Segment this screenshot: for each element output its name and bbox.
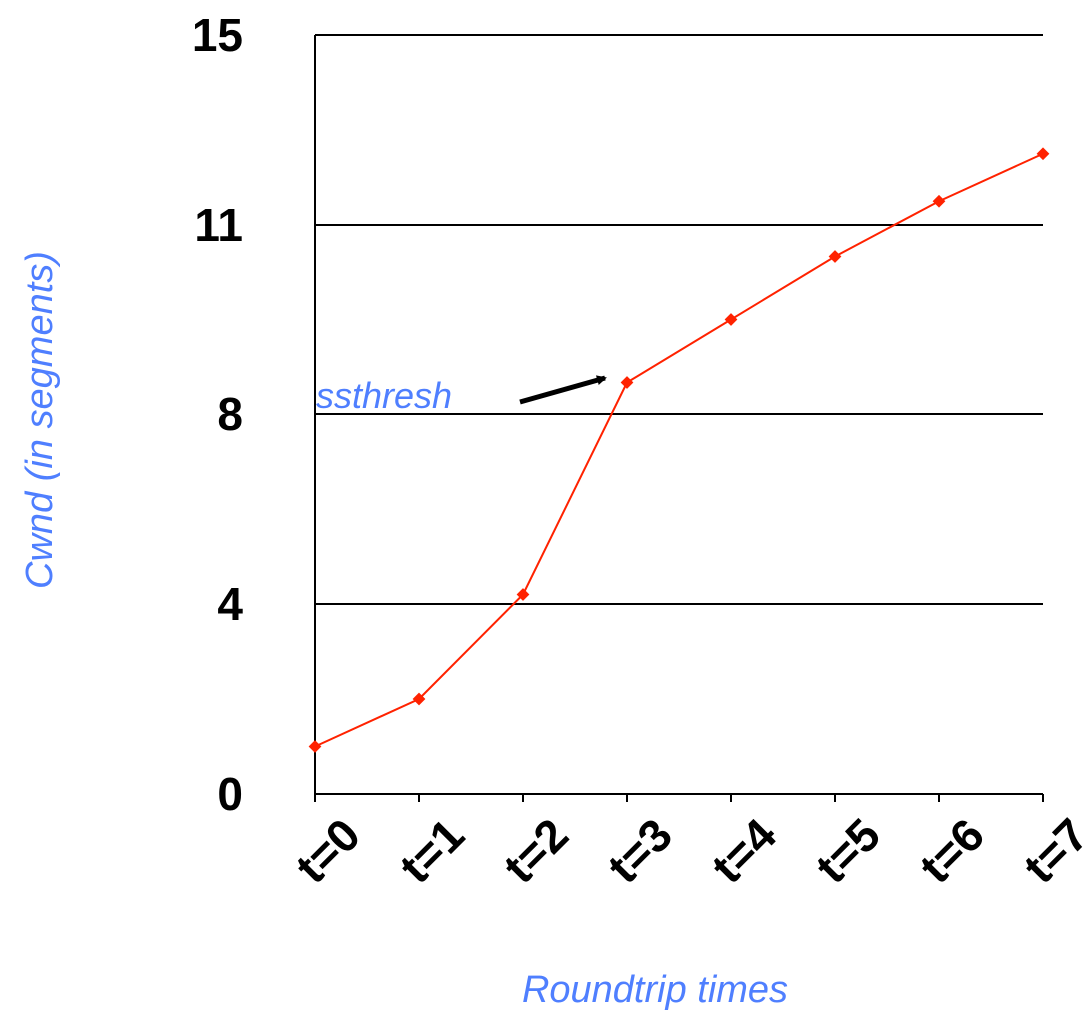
labels: Roundtrip times Cwnd (in segments) ssthr… xyxy=(19,251,788,1011)
x-tick-label: t=0 xyxy=(285,808,370,893)
x-tick-label: t=7 xyxy=(1013,808,1083,893)
y-tick-label: 8 xyxy=(217,388,243,440)
data-point xyxy=(1036,147,1050,161)
series-cwnd xyxy=(308,147,1050,753)
data-point xyxy=(308,740,322,753)
data-point xyxy=(724,313,738,326)
x-tick-label: t=4 xyxy=(701,808,786,893)
x-tick-label: t=3 xyxy=(597,808,682,893)
x-axis-label: Roundtrip times xyxy=(522,969,788,1011)
x-tick-label: t=6 xyxy=(909,808,994,893)
x-tick-label: t=1 xyxy=(389,808,474,893)
ssthresh-arrow xyxy=(519,375,607,405)
x-tick-label: t=2 xyxy=(493,808,578,893)
y-tick-label: 15 xyxy=(192,9,243,61)
gridlines xyxy=(315,34,1043,605)
series-line xyxy=(314,152,1044,748)
data-point xyxy=(620,376,634,389)
x-tick-label: t=5 xyxy=(805,808,890,893)
y-tick-label: 4 xyxy=(217,578,243,630)
ssthresh-annotation: ssthresh xyxy=(316,375,452,416)
y-tick-label: 0 xyxy=(217,768,243,820)
data-point xyxy=(932,194,946,208)
data-point xyxy=(828,250,842,263)
y-axis-label: Cwnd (in segments) xyxy=(19,251,61,589)
axes: 0 4 8 11 15 t=0 t=1 t=2 t=3 t=4 t=5 t=6 t=7 xyxy=(192,9,1083,893)
y-tick-label: 11 xyxy=(194,199,243,251)
